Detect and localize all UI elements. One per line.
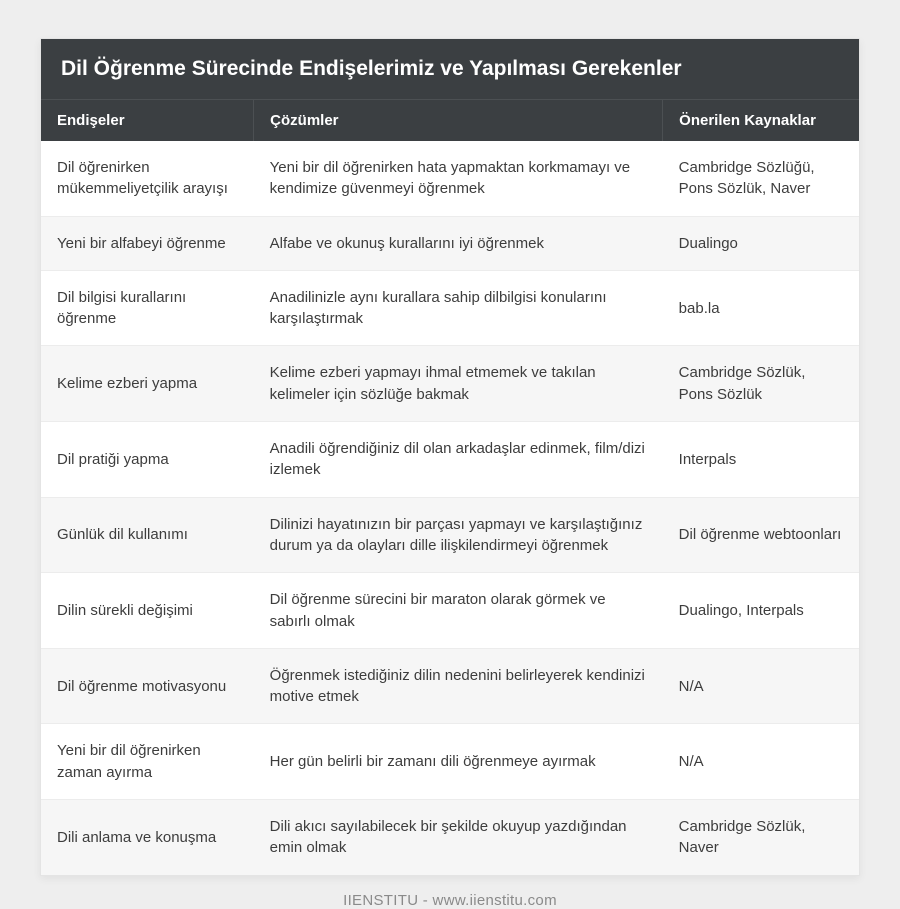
cell-solution: Öğrenmek istediğiniz dilin nedenini beli… <box>254 648 663 724</box>
cell-resource: Dil öğrenme webtoonları <box>663 497 859 573</box>
header-resources: Önerilen Kaynaklar <box>663 100 859 142</box>
cell-concern: Günlük dil kullanımı <box>41 497 254 573</box>
header-solutions: Çözümler <box>254 100 663 142</box>
cell-resource: Cambridge Sözlük, Naver <box>663 800 859 875</box>
cell-concern: Dil bilgisi kurallarını öğrenme <box>41 270 254 346</box>
table-title: Dil Öğrenme Sürecinde Endişelerimiz ve Y… <box>41 39 859 99</box>
table-row: Dil öğrenirken mükemmeliyetçilik arayışı… <box>41 141 859 216</box>
cell-resource: Interpals <box>663 422 859 498</box>
cell-concern: Yeni bir alfabeyi öğrenme <box>41 216 254 270</box>
cell-solution: Dilinizi hayatınızın bir parçası yapmayı… <box>254 497 663 573</box>
cell-solution: Anadili öğrendiğiniz dil olan arkadaşlar… <box>254 422 663 498</box>
table-row: Dili anlama ve konuşmaDili akıcı sayılab… <box>41 800 859 875</box>
cell-resource: bab.la <box>663 270 859 346</box>
table-row: Kelime ezberi yapmaKelime ezberi yapmayı… <box>41 346 859 422</box>
cell-solution: Kelime ezberi yapmayı ihmal etmemek ve t… <box>254 346 663 422</box>
cell-resource: Cambridge Sözlük, Pons Sözlük <box>663 346 859 422</box>
table-row: Dilin sürekli değişimiDil öğrenme süreci… <box>41 573 859 649</box>
cell-resource: N/A <box>663 724 859 800</box>
table-row: Yeni bir alfabeyi öğrenmeAlfabe ve okunu… <box>41 216 859 270</box>
cell-concern: Dil pratiği yapma <box>41 422 254 498</box>
table-row: Dil pratiği yapmaAnadili öğrendiğiniz di… <box>41 422 859 498</box>
table-card: Dil Öğrenme Sürecinde Endişelerimiz ve Y… <box>40 38 860 876</box>
cell-concern: Dil öğrenirken mükemmeliyetçilik arayışı <box>41 141 254 216</box>
table-row: Dil öğrenme motivasyonuÖğrenmek istediği… <box>41 648 859 724</box>
cell-solution: Anadilinizle aynı kurallara sahip dilbil… <box>254 270 663 346</box>
table-body: Dil öğrenirken mükemmeliyetçilik arayışı… <box>41 141 859 875</box>
cell-concern: Dili anlama ve konuşma <box>41 800 254 875</box>
cell-concern: Dil öğrenme motivasyonu <box>41 648 254 724</box>
table-row: Yeni bir dil öğrenirken zaman ayırmaHer … <box>41 724 859 800</box>
table-row: Günlük dil kullanımıDilinizi hayatınızın… <box>41 497 859 573</box>
cell-concern: Kelime ezberi yapma <box>41 346 254 422</box>
cell-concern: Dilin sürekli değişimi <box>41 573 254 649</box>
header-concerns: Endişeler <box>41 100 254 142</box>
header-row: Endişeler Çözümler Önerilen Kaynaklar <box>41 100 859 142</box>
cell-solution: Her gün belirli bir zamanı dili öğrenmey… <box>254 724 663 800</box>
cell-resource: Dualingo <box>663 216 859 270</box>
data-table: Endişeler Çözümler Önerilen Kaynaklar Di… <box>41 99 859 875</box>
cell-solution: Dil öğrenme sürecini bir maraton olarak … <box>254 573 663 649</box>
cell-solution: Alfabe ve okunuş kurallarını iyi öğrenme… <box>254 216 663 270</box>
cell-solution: Yeni bir dil öğrenirken hata yapmaktan k… <box>254 141 663 216</box>
cell-solution: Dili akıcı sayılabilecek bir şekilde oku… <box>254 800 663 875</box>
cell-concern: Yeni bir dil öğrenirken zaman ayırma <box>41 724 254 800</box>
cell-resource: Cambridge Sözlüğü, Pons Sözlük, Naver <box>663 141 859 216</box>
table-row: Dil bilgisi kurallarını öğrenmeAnadilini… <box>41 270 859 346</box>
footer-credit: IIENSTITU - www.iienstitu.com <box>40 876 860 909</box>
cell-resource: Dualingo, Interpals <box>663 573 859 649</box>
cell-resource: N/A <box>663 648 859 724</box>
